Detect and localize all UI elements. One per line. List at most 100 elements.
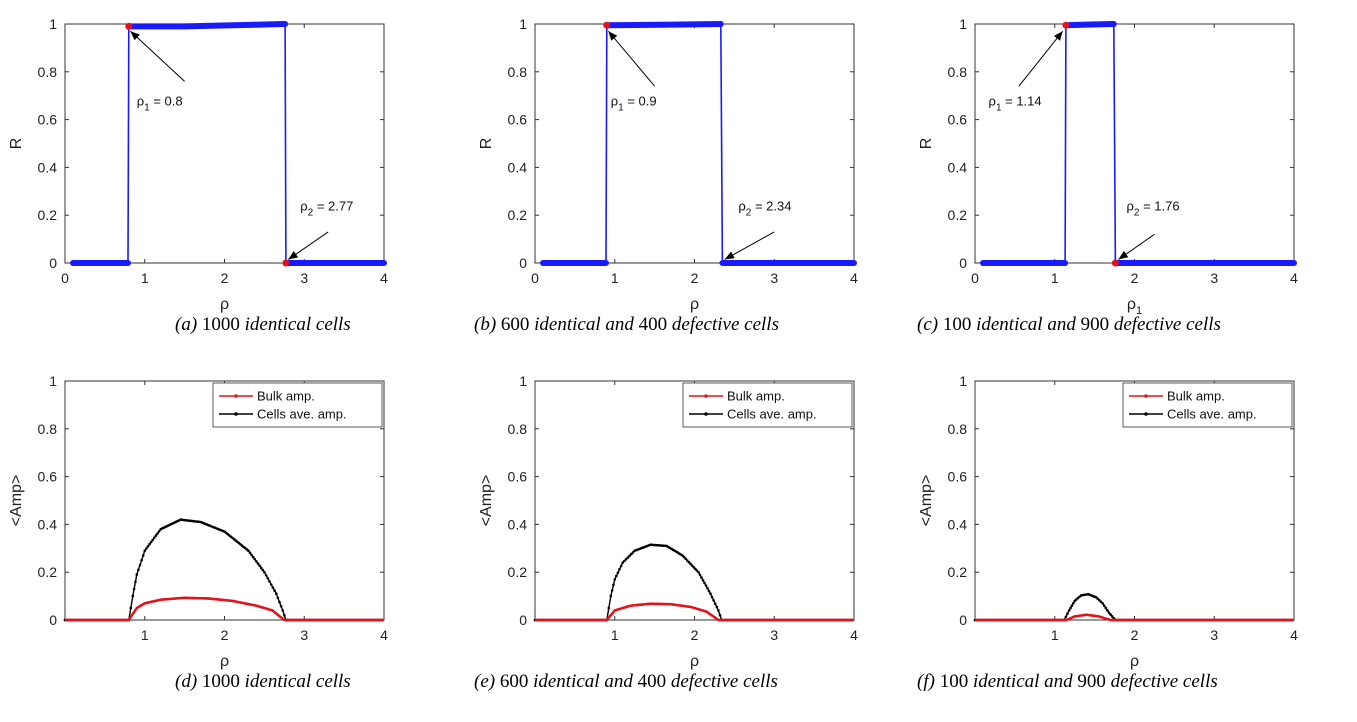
series-point xyxy=(134,581,137,584)
series-point xyxy=(608,607,611,610)
series-point xyxy=(714,602,717,605)
ytick-label: 0.4 xyxy=(948,516,968,532)
data-layer-c xyxy=(983,24,1294,263)
caption-text: identical and xyxy=(971,314,1080,335)
xtick-label: 4 xyxy=(380,627,388,643)
ytick-label: 1 xyxy=(959,16,967,32)
series-point xyxy=(712,599,715,602)
series-point xyxy=(1071,604,1074,607)
series-point xyxy=(703,582,706,585)
x-axis-label: ρ xyxy=(1130,653,1139,670)
xtick-label: 1 xyxy=(611,627,619,643)
data-layer-b xyxy=(543,24,854,263)
series-point xyxy=(262,569,265,572)
series-point xyxy=(705,584,708,587)
ytick-label: 0.6 xyxy=(38,112,58,128)
ytick-label: 0.8 xyxy=(38,64,58,80)
x-axis-label: ρ xyxy=(690,296,699,313)
legend-entry: Cells ave. amp. xyxy=(1167,407,1257,422)
axes-box-a xyxy=(65,24,384,263)
xtick-label: 2 xyxy=(221,270,229,286)
legend-swatch-marker xyxy=(704,412,708,416)
legend-f: Bulk amp.Cells ave. amp. xyxy=(1123,383,1292,427)
series-point xyxy=(1103,604,1106,607)
annotation-arrow-head xyxy=(288,251,298,259)
series-point xyxy=(258,564,261,567)
ytick-label: 0.6 xyxy=(948,469,968,485)
xtick-label: 0 xyxy=(531,270,539,286)
caption-text: identical and xyxy=(528,671,637,692)
transition-marker xyxy=(282,260,289,267)
caption-label: (d) xyxy=(175,671,197,692)
annotation-label-symbol: ρ xyxy=(300,198,307,213)
series-point xyxy=(1065,616,1068,619)
caption-text: 900 xyxy=(1077,671,1106,692)
xtick-label: 2 xyxy=(691,627,699,643)
x-axis-label: ρ xyxy=(690,653,699,670)
xtick-label: 4 xyxy=(1290,627,1298,643)
series-point xyxy=(263,571,266,574)
series-point xyxy=(137,569,140,572)
ytick-label: 0.6 xyxy=(948,112,968,128)
series-point xyxy=(1072,602,1075,605)
annotation-label: ρ1 = 0.9 xyxy=(611,93,657,113)
caption-text: identical cells xyxy=(240,314,351,335)
caption-label: (f) xyxy=(917,671,935,692)
series-point xyxy=(145,547,148,550)
transition-marker xyxy=(1112,260,1119,267)
xtick-label: 4 xyxy=(850,627,858,643)
caption-e: (e) 600 identical and 400 defective cell… xyxy=(474,671,778,693)
annotation-label: ρ2 = 2.77 xyxy=(300,198,353,218)
xtick-label: 3 xyxy=(300,627,308,643)
series-line-0 xyxy=(73,24,384,263)
series-point xyxy=(144,549,147,552)
annotation-label-value: = 0.9 xyxy=(624,93,657,108)
transition-marker xyxy=(603,22,610,29)
caption-text: defective cells xyxy=(1109,314,1221,335)
caption-text: 900 xyxy=(1081,314,1110,335)
annotation-label-value: = 1.76 xyxy=(1139,198,1179,213)
caption-text: defective cells xyxy=(666,671,778,692)
x-axis-label: ρ xyxy=(220,296,229,313)
series-point xyxy=(273,589,276,592)
annotation-arrow-head xyxy=(1054,31,1063,41)
series-point xyxy=(611,589,614,592)
series-point xyxy=(617,571,620,574)
series-point xyxy=(133,588,136,591)
annotation-label-value: = 1.14 xyxy=(1002,93,1042,108)
series-point xyxy=(277,597,280,600)
series-point xyxy=(278,601,281,604)
caption-text: 600 xyxy=(501,314,530,335)
ytick-label: 0.4 xyxy=(508,159,528,175)
annotation-arrow-head xyxy=(1119,251,1129,260)
series-point xyxy=(697,571,700,574)
xtick-label: 3 xyxy=(1210,270,1218,286)
series-point xyxy=(142,554,145,557)
series-point xyxy=(716,606,719,609)
ytick-label: 0.4 xyxy=(948,159,968,175)
series-point xyxy=(140,559,143,562)
legend-entry: Bulk amp. xyxy=(257,389,315,404)
legend-swatch-marker xyxy=(704,394,708,398)
annotation-label: ρ2 = 1.76 xyxy=(1127,198,1180,218)
series-plateau xyxy=(663,24,721,25)
caption-label: (e) xyxy=(474,671,495,692)
caption-text: defective cells xyxy=(667,314,779,335)
annotation-label-symbol: ρ xyxy=(738,198,745,213)
caption-a: (a) 1000 identical cells xyxy=(175,314,351,336)
series-line-0 xyxy=(543,24,854,263)
caption-text: 400 xyxy=(639,314,668,335)
caption-text: identical cells xyxy=(240,671,351,692)
series-point xyxy=(254,558,257,561)
series-point xyxy=(139,564,142,567)
legend-e: Bulk amp.Cells ave. amp. xyxy=(683,383,852,427)
caption-text: 600 xyxy=(500,671,529,692)
series-point xyxy=(252,556,255,559)
xtick-label: 3 xyxy=(770,627,778,643)
caption-text: identical and xyxy=(968,671,1077,692)
ytick-label: 0 xyxy=(49,255,57,271)
series-point xyxy=(156,532,159,535)
annotation-label-symbol: ρ xyxy=(137,93,144,108)
annotation-label: ρ1 = 1.14 xyxy=(989,93,1042,113)
series-point xyxy=(283,614,286,617)
